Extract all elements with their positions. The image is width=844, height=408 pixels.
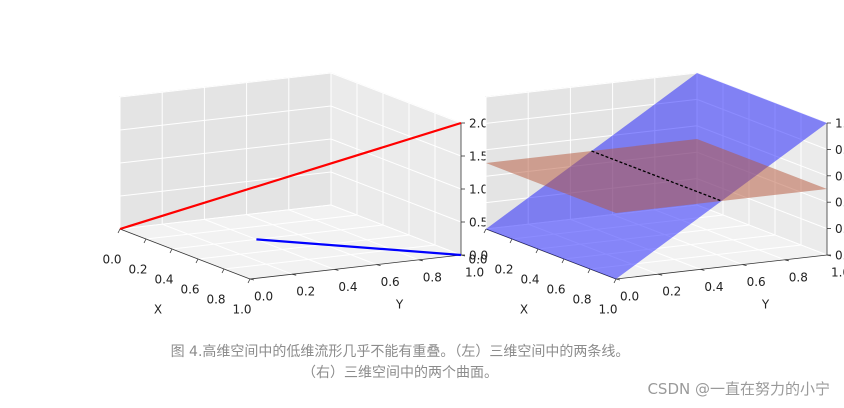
- c0-grid-z: [119, 105, 462, 157]
- c1-intersection-line: [591, 150, 722, 202]
- c0-x-tick-label: 0.8: [206, 293, 225, 307]
- c0-x-tick: [117, 228, 121, 234]
- c1-x-tick: [509, 238, 513, 244]
- c0-x-tick-label: 0.4: [154, 273, 173, 287]
- c0-z-tick-label: 1.5: [469, 150, 488, 164]
- c1-x-tick-label: 1.0: [598, 303, 617, 317]
- c0-y-tick-label: 0.6: [381, 275, 400, 289]
- c0-z-tick-label: 2.0: [469, 117, 488, 131]
- c0-y-tick-label: 1.0: [465, 266, 484, 280]
- c1-y-tick-label: 0.0: [620, 290, 639, 304]
- c0-x-tick: [221, 268, 225, 274]
- c1-z-tick-label: 1.0: [835, 117, 844, 131]
- c1-x-tick-label: 0.8: [572, 293, 591, 307]
- c0-grid-z: [119, 138, 462, 190]
- c1-y-tick-label: 1.0: [831, 266, 844, 280]
- c0-series-line-0: [119, 121, 462, 231]
- c1-z-tick-label: 0.0: [835, 249, 844, 263]
- c1-y-tick: [658, 273, 663, 276]
- c1-x-tick-label: 0.0: [468, 253, 487, 267]
- c0-y-tick: [334, 269, 339, 271]
- c1-x-tick: [587, 268, 591, 274]
- c1-y-tick-label: 0.2: [662, 285, 681, 299]
- c1-x-tick: [535, 248, 539, 254]
- c0-y-axis-line: [249, 254, 462, 280]
- c0-x-axis-line: [119, 228, 251, 280]
- c1-y-axis-label: Y: [761, 298, 770, 312]
- c0-y-tick: [376, 264, 381, 266]
- c1-x-tick-label: 0.6: [546, 283, 565, 297]
- c1-grid-z: [485, 98, 828, 150]
- c0-x-tick: [247, 278, 251, 284]
- c0-y-tick: [292, 273, 297, 276]
- c0-y-tick: [249, 278, 255, 281]
- c1-grid-z: [485, 204, 828, 256]
- c1-z-tick-label: 0.2: [835, 222, 844, 236]
- c1-surface-1: [486, 139, 827, 213]
- c1-y-tick: [784, 259, 789, 262]
- c1-y-axis-line: [615, 254, 828, 280]
- c0-z-tick-label: 1.0: [469, 183, 488, 197]
- c1-x-axis-line: [485, 228, 617, 280]
- c1-grid-z: [485, 72, 828, 124]
- figure-caption-line2: （右）三维空间中的两个曲面。: [302, 365, 498, 381]
- c1-y-tick-label: 0.8: [789, 270, 808, 284]
- c0-grid-z: [119, 72, 462, 124]
- c0-z-tick-label: 0.5: [469, 216, 488, 230]
- c1-z-tick-label: 0.8: [835, 143, 844, 157]
- c0-y-tick: [418, 259, 423, 262]
- c1-z-tick-label: 0.4: [835, 196, 844, 210]
- figure-caption-line1: 图 4.高维空间中的低维流形几乎不能有重叠。（左）三维空间中的两条线。: [170, 344, 630, 360]
- c0-x-tick: [143, 238, 147, 244]
- c1-x-axis-label: X: [520, 303, 528, 317]
- c0-y-tick-label: 0.4: [338, 280, 357, 294]
- c0-x-tick: [169, 248, 173, 254]
- c1-grid-z: [485, 125, 828, 177]
- c0-x-tick: [195, 258, 199, 264]
- c1-x-tick-label: 0.2: [494, 263, 513, 277]
- c0-z-tick-label: 0.0: [469, 249, 488, 263]
- c0-x-tick-label: 0.0: [102, 253, 121, 267]
- c1-x-tick: [483, 228, 487, 234]
- c1-y-tick: [615, 278, 621, 281]
- c1-z-tick-label: 0.6: [835, 169, 844, 183]
- c1-y-tick-label: 0.6: [747, 275, 766, 289]
- watermark: CSDN @一直在努力的小宁: [647, 380, 830, 398]
- c0-x-tick-label: 0.2: [128, 263, 147, 277]
- c0-y-axis-label: Y: [395, 298, 404, 312]
- c1-x-tick: [561, 258, 565, 264]
- c0-y-tick-label: 0.0: [254, 290, 273, 304]
- c0-x-tick-label: 1.0: [232, 303, 251, 317]
- c0-y-tick-label: 0.2: [296, 285, 315, 299]
- c1-y-tick-label: 0.4: [704, 280, 723, 294]
- c0-grid-z: [119, 171, 462, 223]
- c1-y-tick: [700, 269, 705, 271]
- c1-y-tick: [742, 264, 747, 266]
- c1-x-tick: [613, 278, 617, 284]
- c1-x-tick-label: 0.4: [520, 273, 539, 287]
- c0-x-tick-label: 0.6: [180, 283, 199, 297]
- c0-x-axis-label: X: [154, 303, 162, 317]
- c0-grid-z: [119, 204, 462, 256]
- c0-y-tick-label: 0.8: [423, 270, 442, 284]
- c0-series-line-1: [256, 238, 462, 257]
